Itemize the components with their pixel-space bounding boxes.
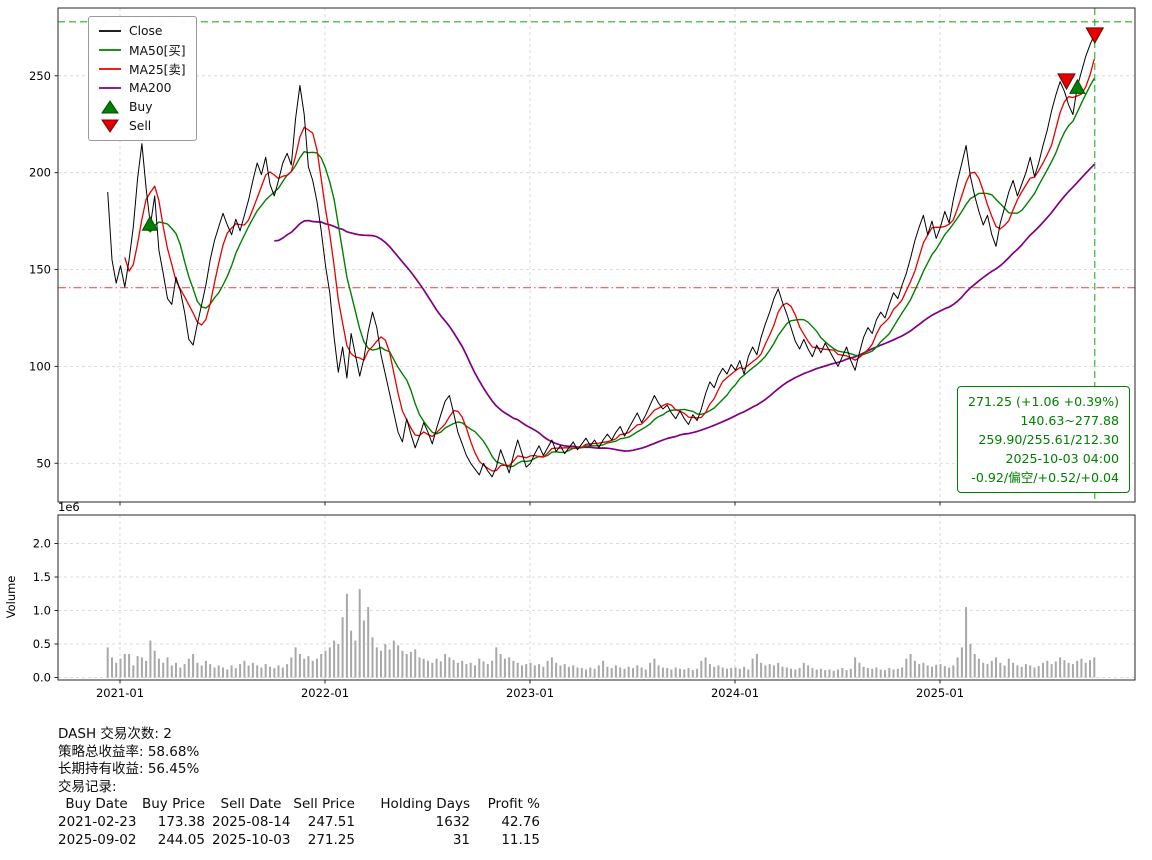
- ma50-line: [145, 77, 1095, 468]
- legend-item-sell: Sell: [98, 119, 186, 133]
- ma200-line-swatch: [99, 87, 121, 89]
- trade-cell: 2021-02-23: [58, 813, 137, 830]
- annotation-range: 140.63~277.88: [1020, 413, 1119, 428]
- close-line: [107, 34, 1095, 478]
- volume-bars: [106, 589, 1096, 678]
- svg-text:150: 150: [29, 263, 51, 277]
- buy-marker-icon: [101, 100, 119, 114]
- svg-text:2025-01: 2025-01: [916, 686, 964, 700]
- trade-count-line: DASH 交易次数: 2: [58, 726, 172, 742]
- svg-text:50: 50: [36, 456, 51, 470]
- trade-cell: 2025-08-14: [212, 813, 291, 830]
- buy-marker: [1069, 78, 1086, 94]
- legend-label: MA200: [129, 81, 172, 95]
- legend-item-close: Close: [98, 24, 186, 38]
- trade-cell: 271.25: [307, 831, 355, 848]
- strategy-return-line: 策略总收益率: 58.68%: [58, 743, 200, 760]
- trade-cell: 42.76: [501, 813, 540, 830]
- sell-marker: [1057, 73, 1076, 91]
- annotation-mas: 259.90/255.61/212.30: [978, 432, 1119, 447]
- svg-text:1.0: 1.0: [33, 604, 51, 618]
- col-sell-price: Sell Price: [293, 796, 355, 813]
- svg-text:Volume: Volume: [4, 576, 18, 619]
- trade-cell: 244.05: [157, 831, 205, 848]
- col-buy-price: Buy Price: [141, 796, 205, 813]
- legend-label: MA50[买]: [129, 44, 186, 58]
- trades-label: 交易记录:: [58, 778, 117, 795]
- price-panel-frame: [57, 7, 1136, 503]
- ma25-line: [124, 58, 1095, 472]
- col-buy-date: Buy Date: [65, 796, 128, 813]
- close-line-swatch: [99, 30, 121, 32]
- buy-marker: [141, 215, 159, 231]
- axis-ticks: [54, 75, 941, 684]
- legend-label: Close: [129, 24, 163, 38]
- trade-cell: 2025-10-03: [212, 831, 291, 848]
- svg-text:2024-01: 2024-01: [711, 686, 759, 700]
- svg-text:2.0: 2.0: [33, 537, 51, 551]
- ma200-line: [274, 163, 1095, 452]
- legend-label: MA25[卖]: [129, 63, 186, 77]
- svg-text:0.0: 0.0: [33, 671, 51, 685]
- gridlines: [58, 8, 1135, 680]
- col-sell-date: Sell Date: [220, 796, 282, 813]
- annotation-datetime: 2025-10-03 04:00: [1005, 451, 1120, 466]
- svg-text:2023-01: 2023-01: [506, 686, 554, 700]
- annotation-price: 271.25 (+1.06 +0.39%): [967, 394, 1119, 409]
- sell-marker-icon: [101, 119, 119, 133]
- svg-text:250: 250: [29, 69, 51, 83]
- svg-text:1e6: 1e6: [58, 500, 80, 514]
- trade-cell: 31: [452, 831, 470, 848]
- hold-return-line: 长期持有收益: 56.45%: [58, 761, 200, 778]
- col-holding-days: Holding Days: [380, 796, 470, 813]
- svg-text:0.5: 0.5: [33, 637, 51, 651]
- legend-label: Sell: [129, 119, 152, 133]
- trade-cell: 11.15: [501, 831, 540, 848]
- col-profit-pct: Profit %: [487, 796, 540, 813]
- axis-labels: 50 100 150 200 250 0.0 0.5 1.0 1.5 2.0 2021-01 2022…: [4, 69, 964, 700]
- sell-marker: [1085, 27, 1105, 45]
- strategy-summary: DASH 交易次数: 2 策略总收益率: 58.68% 长期持有收益: 56.4…: [58, 726, 542, 849]
- svg-text:2021-01: 2021-01: [96, 686, 144, 700]
- trade-cell: 247.51: [307, 813, 355, 830]
- trade-row: 2021-02-23 173.38 2025-08-14 247.51 1632…: [58, 814, 542, 832]
- svg-text:200: 200: [29, 166, 51, 180]
- trade-row: 2025-09-02 244.05 2025-10-03 271.25 31 1…: [58, 832, 542, 850]
- chart-legend: Close MA50[买] MA25[卖] MA200 Buy Sell: [88, 16, 197, 141]
- volume-panel-frame: [57, 514, 1136, 681]
- ma50-line-swatch: [99, 49, 121, 51]
- svg-text:1.5: 1.5: [33, 570, 51, 584]
- legend-label: Buy: [129, 100, 153, 114]
- legend-item-ma50: MA50[买]: [98, 43, 186, 58]
- svg-text:2022-01: 2022-01: [301, 686, 349, 700]
- trade-cell: 173.38: [157, 813, 205, 830]
- trade-cell: 1632: [435, 813, 470, 830]
- ma25-line-swatch: [99, 68, 121, 70]
- legend-item-ma25: MA25[卖]: [98, 62, 186, 77]
- legend-item-buy: Buy: [98, 100, 186, 114]
- price-volume-chart: 50 100 150 200 250 0.0 0.5 1.0 1.5 2.0 2021-01 2022…: [4, 7, 1136, 700]
- legend-item-ma200: MA200: [98, 81, 186, 95]
- quote-annotation: 271.25 (+1.06 +0.39%) 140.63~277.88 259.…: [956, 386, 1130, 493]
- svg-text:100: 100: [29, 359, 51, 373]
- trade-cell: 2025-09-02: [58, 831, 137, 848]
- annotation-signal: -0.92/偏空/+0.52/+0.04: [971, 470, 1119, 485]
- trades-table-header: Buy Date Buy Price Sell Date Sell Price …: [58, 796, 542, 814]
